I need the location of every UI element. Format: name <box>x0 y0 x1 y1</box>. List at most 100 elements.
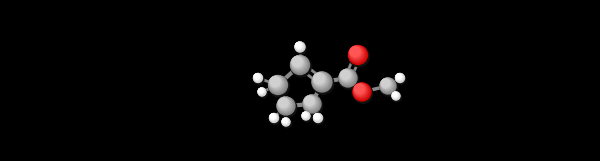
Circle shape <box>381 79 392 90</box>
Circle shape <box>254 74 262 81</box>
Circle shape <box>302 112 310 120</box>
Circle shape <box>258 88 266 96</box>
Circle shape <box>278 97 293 112</box>
Circle shape <box>292 56 305 70</box>
Circle shape <box>296 43 301 48</box>
Circle shape <box>349 46 364 61</box>
Circle shape <box>269 76 284 91</box>
Circle shape <box>349 46 366 63</box>
Circle shape <box>339 69 357 87</box>
Circle shape <box>314 74 324 84</box>
Circle shape <box>350 47 361 57</box>
Circle shape <box>354 84 367 97</box>
Circle shape <box>258 88 265 95</box>
Circle shape <box>254 74 260 80</box>
Circle shape <box>270 114 276 119</box>
Circle shape <box>380 78 395 92</box>
Circle shape <box>292 56 306 71</box>
Circle shape <box>254 74 262 82</box>
Circle shape <box>277 97 293 113</box>
Circle shape <box>283 119 292 128</box>
Circle shape <box>254 74 261 81</box>
Circle shape <box>295 42 305 52</box>
Circle shape <box>350 47 360 56</box>
Circle shape <box>254 74 262 82</box>
Circle shape <box>381 79 391 89</box>
Circle shape <box>314 73 325 84</box>
Circle shape <box>349 46 365 62</box>
Circle shape <box>392 92 398 97</box>
Circle shape <box>278 98 289 109</box>
Circle shape <box>313 73 328 87</box>
Circle shape <box>270 77 281 88</box>
Circle shape <box>270 115 280 124</box>
Circle shape <box>270 114 276 120</box>
Circle shape <box>355 84 365 95</box>
Circle shape <box>392 92 398 99</box>
Circle shape <box>313 72 329 89</box>
Circle shape <box>349 46 367 65</box>
Circle shape <box>393 93 397 97</box>
Circle shape <box>314 73 326 85</box>
Circle shape <box>397 74 401 79</box>
Circle shape <box>269 114 278 123</box>
Circle shape <box>282 118 289 125</box>
Circle shape <box>283 118 289 124</box>
Circle shape <box>341 70 350 79</box>
Circle shape <box>354 84 368 98</box>
Circle shape <box>269 76 286 93</box>
Circle shape <box>314 114 323 123</box>
Circle shape <box>313 73 328 88</box>
Circle shape <box>393 93 397 97</box>
Circle shape <box>339 69 356 86</box>
Circle shape <box>313 72 330 90</box>
Circle shape <box>382 79 389 87</box>
Circle shape <box>381 79 392 90</box>
Circle shape <box>340 70 353 83</box>
Circle shape <box>283 119 287 123</box>
Circle shape <box>259 88 265 95</box>
Circle shape <box>292 57 302 66</box>
Circle shape <box>314 114 319 119</box>
Circle shape <box>259 89 268 98</box>
Circle shape <box>282 118 289 125</box>
Circle shape <box>259 89 263 93</box>
Circle shape <box>291 56 308 73</box>
Circle shape <box>392 92 399 99</box>
Circle shape <box>304 95 319 111</box>
Circle shape <box>296 43 302 49</box>
Circle shape <box>278 98 291 111</box>
Circle shape <box>353 83 370 100</box>
Circle shape <box>341 70 350 80</box>
Circle shape <box>270 76 283 89</box>
Circle shape <box>302 112 310 120</box>
Circle shape <box>350 47 362 58</box>
Circle shape <box>283 118 287 123</box>
Circle shape <box>302 112 309 119</box>
Circle shape <box>355 84 365 94</box>
Circle shape <box>392 92 400 100</box>
Circle shape <box>269 76 283 90</box>
Circle shape <box>283 118 287 123</box>
Circle shape <box>269 114 278 122</box>
Circle shape <box>354 84 366 96</box>
Circle shape <box>340 69 355 85</box>
Circle shape <box>302 113 311 122</box>
Circle shape <box>314 114 320 120</box>
Circle shape <box>259 88 264 94</box>
Circle shape <box>349 46 367 64</box>
Circle shape <box>350 46 363 60</box>
Circle shape <box>340 70 354 84</box>
Circle shape <box>395 74 404 82</box>
Circle shape <box>350 47 362 59</box>
Circle shape <box>396 74 403 81</box>
Circle shape <box>296 43 302 49</box>
Circle shape <box>270 114 278 122</box>
Circle shape <box>302 112 308 118</box>
Circle shape <box>305 96 314 105</box>
Circle shape <box>392 92 398 98</box>
Circle shape <box>254 74 260 80</box>
Circle shape <box>292 57 304 69</box>
Circle shape <box>277 97 294 114</box>
Circle shape <box>340 70 352 81</box>
